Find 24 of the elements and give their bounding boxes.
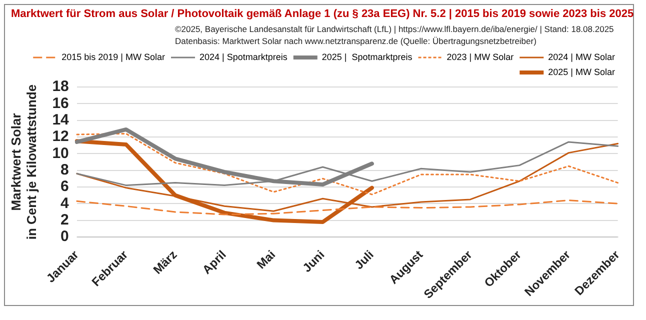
y-tick-label: 2 [60, 211, 69, 228]
y-axis-title: Marktwert Solar in Cent je Kilowattstunde [8, 84, 39, 240]
legend-label: 2023 | MW Solar [446, 52, 514, 62]
y-tick-label: 4 [60, 194, 70, 212]
line-series [76, 200, 619, 216]
y-tick-label: 14 [52, 111, 70, 128]
y-tick-label: 6 [60, 178, 69, 196]
y-tick-label: 0 [60, 228, 69, 246]
y-tick-label: 18 [52, 78, 69, 96]
text: ©2025, Bayerische Landesanstalt für Landwirtschaft (LfL) | https://www.lfl.bayern.de/iba/energie/ | Stand: 18.08.2025 [174, 23, 615, 35]
y-tick-label: 16 [52, 94, 69, 112]
y-tick-label: 8 [60, 161, 69, 178]
legend-label: 2025 | MW Solar [548, 66, 616, 77]
legend-label: 2024 | Spotmarktpreis [200, 52, 288, 62]
legend-label: 2024 | MW Solar [548, 52, 616, 62]
x-tick-label: Juli [352, 248, 376, 272]
x-tick-label: Mai [254, 248, 278, 272]
legend-label: 2025 | Spotmarktpreis [322, 52, 413, 62]
line-series [76, 132, 619, 196]
chart-title: Marktwert für Strom aus Solar / Photovoltaik gemäß Anlage 1 (zu § 23a EEG) Nr. 5.2 | 2015 bis 2019 sowie 2023 bis 2025 [10, 7, 634, 22]
y-tick-label: 10 [52, 144, 69, 162]
legend-label: 2015 bis 2019 | MW Solar [62, 52, 166, 62]
y-tick-label: 12 [52, 128, 69, 146]
text: Datenbasis: Marktwert Solar nach www.netztransparenz.de (Quelle: Übertragungsnetzbetreiber) [174, 35, 538, 47]
